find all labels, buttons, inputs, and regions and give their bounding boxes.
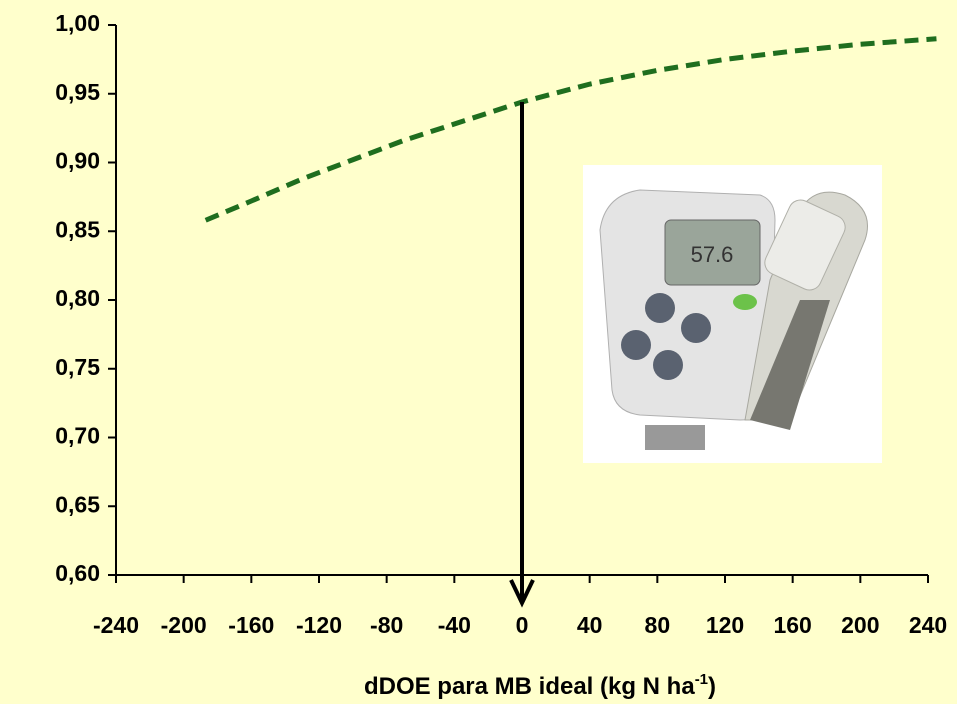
x-tick-label: -240 (93, 612, 139, 638)
x-axis-label-suffix: ) (708, 673, 716, 700)
x-tick-label: -200 (161, 612, 207, 638)
y-tick-label: 0,80 (55, 285, 100, 311)
x-tick-label: 160 (773, 612, 811, 638)
x-tick-label: -80 (370, 612, 403, 638)
y-tick-label: 0,65 (55, 491, 100, 517)
x-tick-label: -160 (228, 612, 274, 638)
y-tick-label: 0,60 (55, 560, 100, 586)
x-tick-label: 0 (516, 612, 529, 638)
x-tick-label: 120 (706, 612, 744, 638)
x-tick-label: -120 (296, 612, 342, 638)
y-tick-label: 0,90 (55, 148, 100, 174)
x-axis-label: dDOE para MB ideal (kg N ha-1) (364, 671, 716, 700)
x-tick-label: -40 (438, 612, 471, 638)
x-axis-label-superscript: -1 (695, 671, 708, 688)
y-tick-label: 1,00 (55, 10, 100, 36)
device-display: 57.6 (691, 242, 734, 267)
x-tick-label: 40 (577, 612, 603, 638)
x-axis-label-text: dDOE para MB ideal (kg N ha (364, 673, 695, 700)
chart: 57.6 dDOE para MB ideal (kg N ha-1) 0,60… (0, 0, 957, 704)
y-tick-label: 0,95 (55, 79, 100, 105)
y-tick-label: 0,70 (55, 423, 100, 449)
x-tick-label: 240 (909, 612, 947, 638)
x-tick-label: 200 (841, 612, 879, 638)
device-photo: 57.6 (583, 165, 882, 463)
x-tick-label: 80 (645, 612, 671, 638)
y-tick-label: 0,85 (55, 216, 100, 242)
y-tick-label: 0,75 (55, 354, 100, 380)
